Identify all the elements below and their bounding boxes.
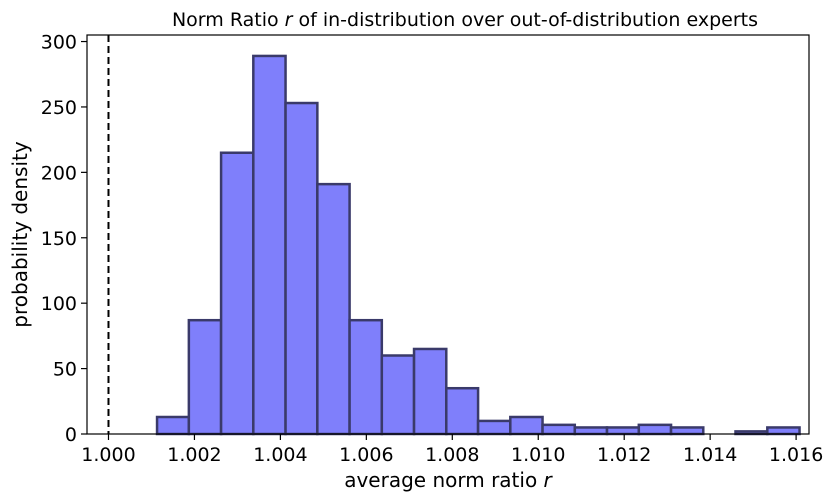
x-tick-label: 1.000 <box>81 444 135 466</box>
histogram-bar <box>509 415 544 436</box>
y-tick-label: 250 <box>41 97 77 119</box>
histogram-bar <box>669 426 705 436</box>
x-tick-label: 1.014 <box>683 444 737 466</box>
plot-frame <box>86 34 810 435</box>
histogram-bar <box>445 386 480 436</box>
x-axis: 1.000 1.002 1.004 1.006 1.008 1.010 1.012 1.014… <box>81 434 823 466</box>
x-tick-label: 1.010 <box>511 444 565 466</box>
chart-title: Norm Ratio r of in-distribution over out… <box>172 9 758 31</box>
y-axis-label: probability density <box>8 141 32 328</box>
y-axis: 0 50 100 150 200 250 300 <box>41 32 87 446</box>
histogram-bar <box>605 426 641 436</box>
y-tick-label: 150 <box>41 228 77 250</box>
x-tick-label: 1.004 <box>253 444 307 466</box>
histogram-bar <box>284 101 319 436</box>
histogram-bar <box>187 318 223 436</box>
x-tick-label: 1.008 <box>425 444 479 466</box>
histogram-bar <box>637 423 673 436</box>
x-tick-label: 1.016 <box>769 444 823 466</box>
histogram-bar <box>380 354 416 436</box>
histogram-bar <box>476 419 512 436</box>
x-tick-label: 1.012 <box>597 444 651 466</box>
y-tick-label: 50 <box>53 359 77 381</box>
histogram-bar <box>155 415 191 436</box>
y-tick-label: 200 <box>41 162 77 184</box>
histogram-bar <box>412 347 448 436</box>
histogram-bar <box>252 54 287 436</box>
x-tick-label: 1.006 <box>339 444 393 466</box>
y-tick-label: 100 <box>41 293 77 315</box>
histogram-bar <box>541 423 577 436</box>
histogram-bar <box>316 182 351 436</box>
x-tick-label: 1.002 <box>167 444 221 466</box>
x-axis-label: average norm ratio r <box>344 468 553 492</box>
y-tick-label: 300 <box>41 32 77 54</box>
histogram-bar <box>219 151 255 436</box>
histogram-bar <box>573 426 609 436</box>
bars-group <box>155 54 801 436</box>
histogram-bar <box>348 318 384 436</box>
y-tick-label: 0 <box>65 424 77 446</box>
histogram-bar <box>766 426 801 436</box>
